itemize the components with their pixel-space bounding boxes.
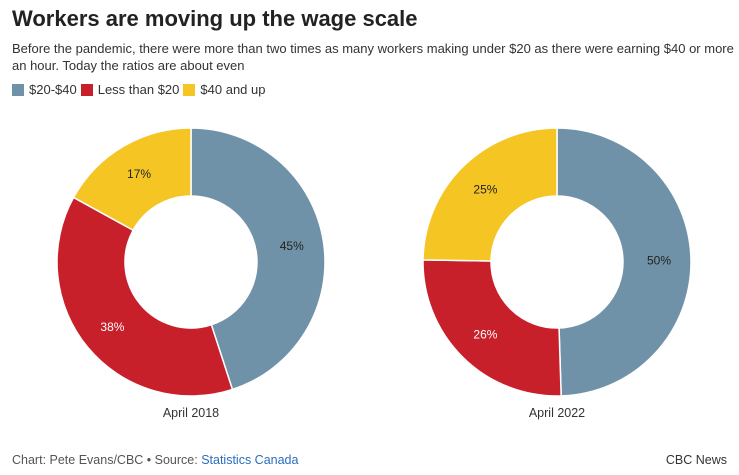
slice-data-label: 25% xyxy=(473,182,497,196)
donut-slice xyxy=(56,196,234,397)
legend: $20-$40 Less than $20 $40 and up xyxy=(12,82,269,97)
chart-subtitle: Before the pandemic, there were more tha… xyxy=(12,41,734,73)
slice-data-label: 38% xyxy=(100,320,124,334)
donut-slice xyxy=(422,127,558,262)
donut-slice xyxy=(422,259,562,397)
credit-text: Chart: Pete Evans/CBC • Source: xyxy=(12,453,202,467)
legend-label: Less than $20 xyxy=(97,82,180,97)
legend-item: $40 and up xyxy=(183,82,265,97)
legend-swatch xyxy=(12,83,24,96)
legend-swatch xyxy=(183,83,196,96)
legend-item: $20-$40 xyxy=(12,82,77,97)
slice-data-label: 45% xyxy=(280,239,304,253)
brand-label: CBC News xyxy=(665,453,727,467)
slice-data-label: 17% xyxy=(127,167,151,181)
chart-caption: April 2018 xyxy=(163,406,219,420)
source-link[interactable]: Statistics Canada xyxy=(201,453,299,467)
chart-title: Workers are moving up the wage scale xyxy=(12,6,418,31)
slice-data-label: 26% xyxy=(473,328,497,342)
legend-swatch xyxy=(80,83,93,96)
donut-slice xyxy=(556,127,692,397)
donut-slice xyxy=(190,127,326,391)
legend-label: $20-$40 xyxy=(29,82,77,97)
chart-credit: Chart: Pete Evans/CBC • Source: Statisti… xyxy=(12,453,298,467)
donut-slice xyxy=(72,127,192,232)
chart-caption: April 2022 xyxy=(529,406,585,420)
legend-item: Less than $20 xyxy=(80,82,180,97)
legend-label: $40 and up xyxy=(200,82,266,97)
slice-data-label: 50% xyxy=(647,253,671,267)
